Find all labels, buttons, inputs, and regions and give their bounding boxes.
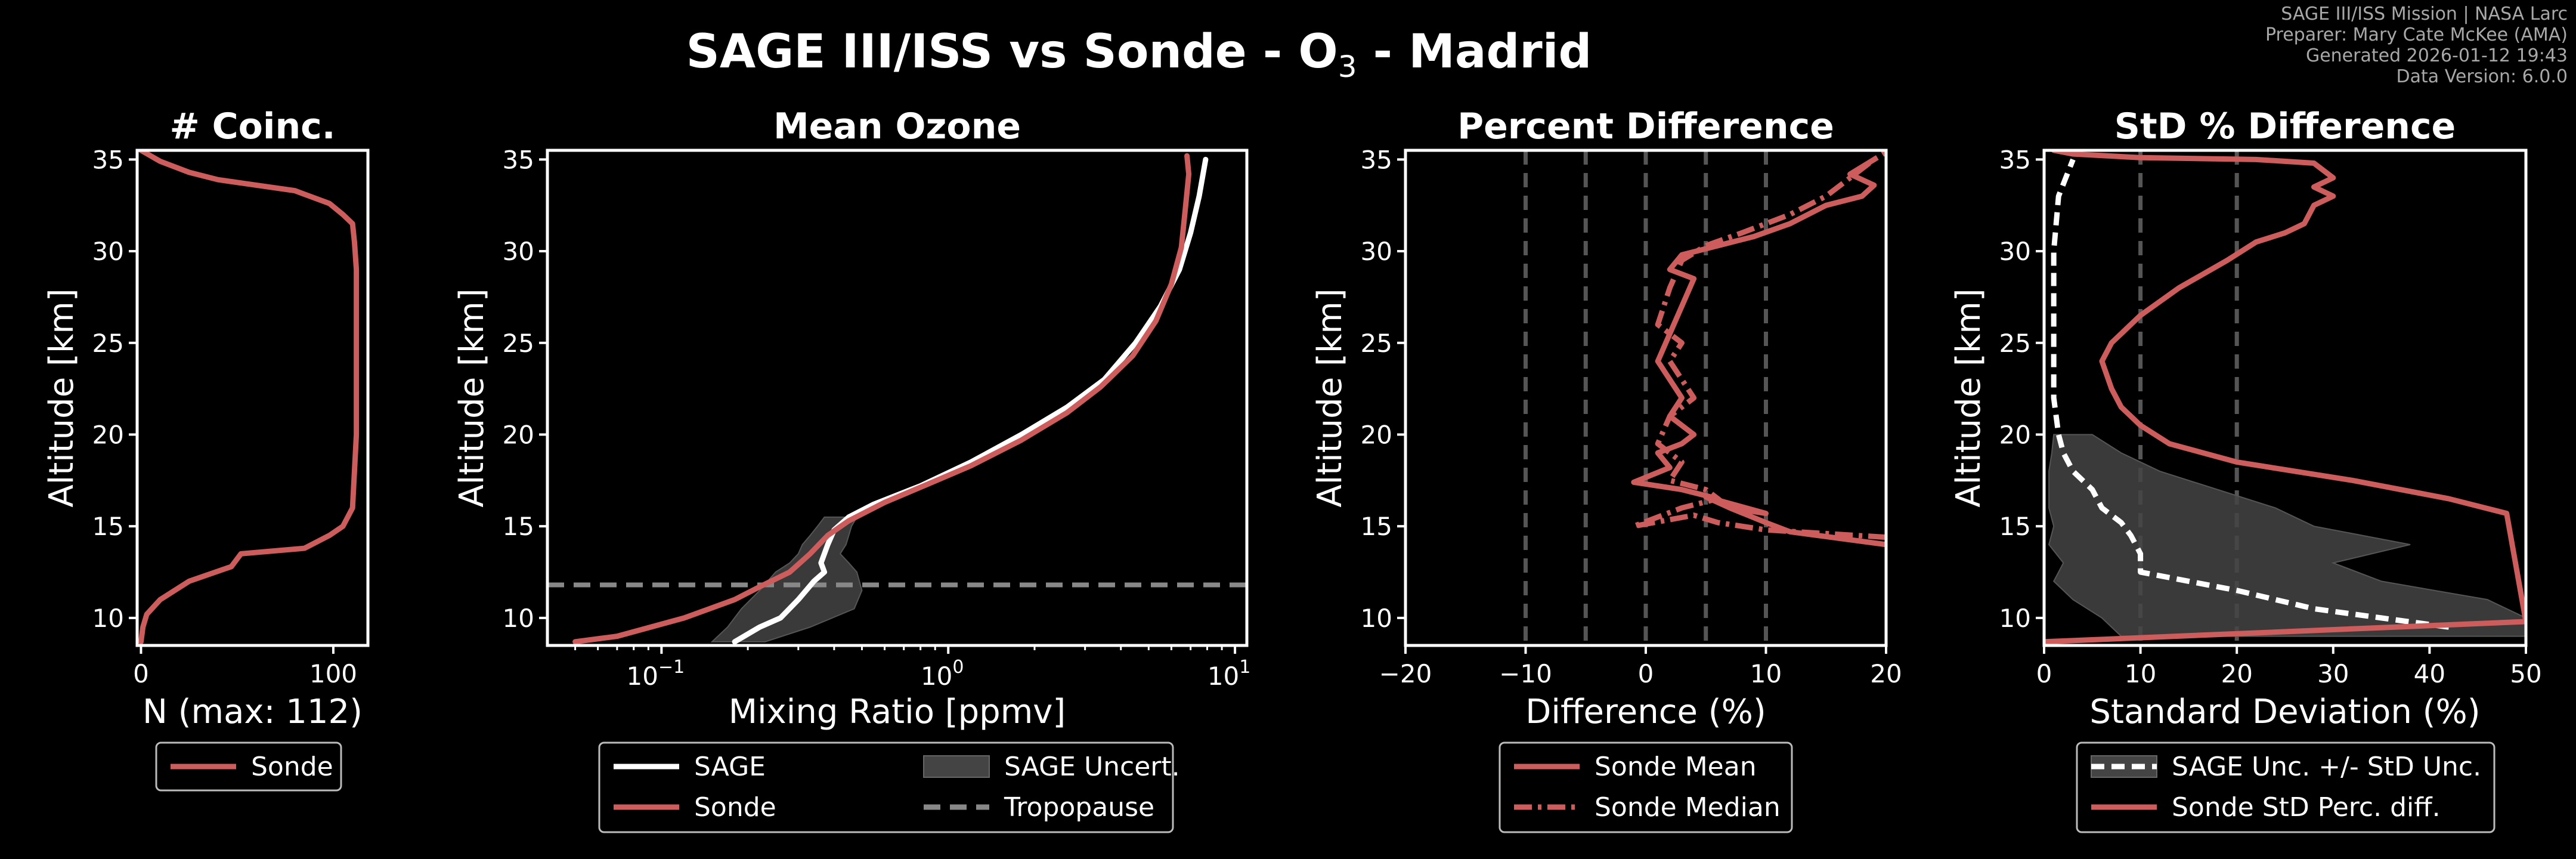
x-tick-label: 0 [2036, 659, 2052, 688]
x-tick-label: 100 [309, 659, 357, 688]
axes-frame [2042, 149, 2528, 647]
panel-title: Mean Ozone [773, 106, 1021, 147]
legend: SAGE Sonde SAGE Uncert. Tropopause [598, 741, 1180, 833]
legend-box [155, 741, 342, 792]
plot-area [2044, 150, 2526, 645]
x-axis-label: Mixing Ratio [ppmv] [729, 693, 1066, 731]
plot-area [138, 150, 360, 645]
x-tick-label: 20 [1870, 659, 1902, 688]
y-tick-label: 20 [1999, 420, 2031, 449]
legend-label: Sonde StD Perc. diff. [2172, 792, 2441, 823]
y-tick-label: 25 [503, 329, 534, 358]
y-axis-label: Altitude [km] [453, 288, 491, 507]
panel-title: Percent Difference [1457, 106, 1834, 147]
legend-label: SAGE Uncert. [1004, 752, 1180, 782]
x-axis-label: N (max: 112) [143, 693, 363, 731]
x-axis-label: Difference (%) [1525, 693, 1766, 731]
y-tick-label: 30 [1999, 237, 2031, 266]
series-sonde-median [1631, 150, 1886, 540]
x-tick-label: 0 [1638, 659, 1654, 688]
legend-box [598, 741, 1174, 833]
y-tick-label: 20 [1361, 420, 1392, 449]
panel-title: # Coinc. [169, 106, 335, 147]
x-axis-label: Standard Deviation (%) [2089, 693, 2480, 731]
legend-label: Sonde [251, 752, 333, 782]
meta-mission: SAGE III/ISS Mission | NASA Larc [2281, 4, 2568, 24]
x-tick-label: −10 [1499, 659, 1552, 688]
series-sonde [138, 150, 360, 645]
y-tick-label: 35 [1361, 145, 1392, 174]
legend-label: SAGE Unc. +/- StD Unc. [2172, 752, 2481, 782]
x-tick-label: 30 [2317, 659, 2349, 688]
legend-label: Tropopause [1004, 792, 1154, 823]
x-tick-label: 20 [2221, 659, 2252, 688]
x-tick-label: 100 [921, 657, 964, 691]
plot-area [1524, 150, 1886, 645]
meta-preparer: Preparer: Mary Cate McKee (AMA) [2265, 24, 2568, 45]
y-tick-label: 30 [503, 237, 534, 266]
legend-label: Sonde Mean [1594, 752, 1757, 782]
y-tick-label: 20 [503, 420, 534, 449]
x-tick-label: 101 [1208, 657, 1251, 691]
y-tick-label: 10 [503, 604, 534, 633]
legend: Sonde [155, 741, 342, 792]
y-tick-label: 15 [1999, 512, 2031, 541]
panel-title: StD % Difference [2114, 106, 2456, 147]
x-tick-label: 10 [1750, 659, 1782, 688]
y-tick-label: 10 [92, 604, 124, 633]
y-tick-label: 15 [1361, 512, 1392, 541]
y-tick-label: 30 [1361, 237, 1392, 266]
x-tick-label: 0 [133, 659, 149, 688]
axes-frame [546, 149, 1249, 647]
series-sage-unc-std-unc- [2051, 158, 2450, 630]
y-tick-label: 10 [1361, 604, 1392, 633]
y-tick-label: 35 [92, 145, 124, 174]
legend-swatch [923, 755, 990, 778]
y-axis-label: Altitude [km] [1311, 288, 1349, 507]
meta-version: Data Version: 6.0.0 [2396, 66, 2568, 87]
y-tick-label: 25 [1999, 329, 2031, 358]
series-sonde [572, 153, 1192, 645]
x-tick-label: 50 [2510, 659, 2541, 688]
y-axis-label: Altitude [km] [42, 288, 81, 507]
uncertainty-band [2048, 434, 2526, 637]
y-tick-label: 35 [1999, 145, 2031, 174]
meta-generated: Generated 2026-01-12 19:43 [2305, 45, 2568, 66]
metadata-block: SAGE III/ISS Mission | NASA Larc Prepare… [2265, 4, 2568, 87]
x-tick-label: −20 [1379, 659, 1432, 688]
series-sonde-mean [1631, 156, 1886, 548]
legend-label: Sonde Median [1594, 792, 1781, 823]
plot-area [547, 153, 1247, 645]
y-tick-label: 30 [92, 237, 124, 266]
y-tick-label: 25 [1361, 329, 1392, 358]
y-tick-label: 35 [503, 145, 534, 174]
y-tick-label: 15 [92, 512, 124, 541]
legend: SAGE Unc. +/- StD Unc. Sonde StD Perc. di… [2076, 741, 2496, 833]
y-tick-label: 10 [1999, 604, 2031, 633]
legend-label: SAGE [694, 752, 766, 782]
x-tick-label: 10 [2125, 659, 2156, 688]
y-tick-label: 20 [92, 420, 124, 449]
y-tick-label: 15 [503, 512, 534, 541]
legend: Sonde Mean Sonde Median [1498, 741, 1793, 833]
chart-panel-3: 10 15 20 25 30 35 −20 −10 0 10 20 Percent Differenc… [1311, 106, 1902, 833]
legend-label: Sonde [694, 792, 776, 823]
x-tick-label: 10−1 [627, 657, 685, 691]
y-tick-label: 25 [92, 329, 124, 358]
axes-frame [135, 149, 370, 647]
chart-panel-1: 10 15 20 25 30 35 0 100 # Coinc. N (max: 112) Alti… [42, 106, 370, 792]
series-sonde-std-perc-diff- [2044, 150, 2526, 645]
chart-panel-2: 10 15 20 25 30 35 10−1 100 101 Mean Ozone Mixing R… [453, 106, 1251, 833]
figure-title: SAGE III/ISS vs Sonde - O3 - Madrid [686, 25, 1592, 84]
x-tick-label: 40 [2414, 659, 2445, 688]
y-axis-label: Altitude [km] [1949, 288, 1988, 507]
legend-box [2076, 741, 2496, 833]
